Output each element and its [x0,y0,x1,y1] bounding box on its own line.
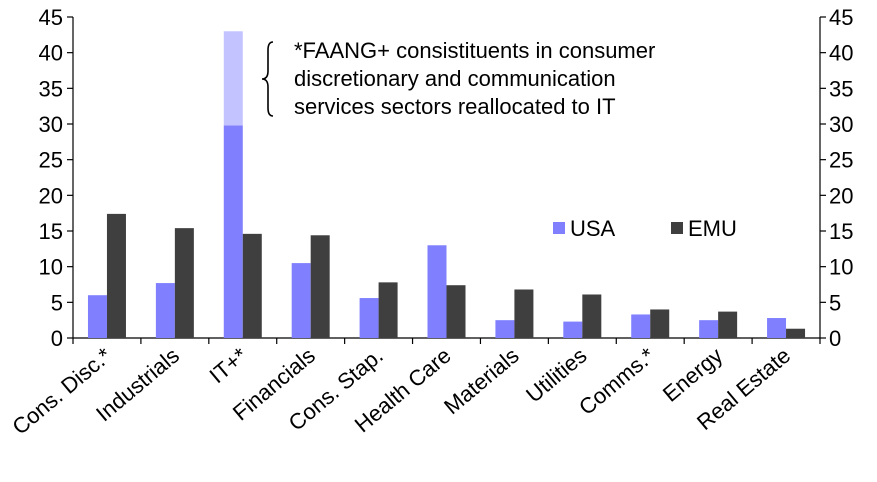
bar-emu [106,213,126,338]
y-tick-label-left: 30 [39,112,63,137]
legend-swatch [671,222,683,234]
bars [87,31,806,338]
y-tick-label-right: 40 [829,41,853,66]
category-label: Materials [439,343,523,420]
y-tick-label-left: 45 [39,5,63,30]
y-tick-label-right: 0 [829,326,841,351]
bar-emu [174,228,194,338]
y-tick-label-left: 0 [51,326,63,351]
bar-emu [582,294,602,338]
bar-usa [699,320,719,338]
y-tick-label-left: 20 [39,183,63,208]
y-tick-label-left: 15 [39,219,63,244]
y-tick-label-right: 15 [829,219,853,244]
bar-emu [514,289,534,338]
bar-usa [767,318,787,338]
annotation-line-2: discretionary and communication [294,66,616,91]
annotation: *FAANG+ consistituents in consumer discr… [261,38,655,119]
y-tick-label-right: 45 [829,5,853,30]
bar-usa [223,125,243,338]
annotation-line-1: *FAANG+ consistituents in consumer [294,38,655,63]
annotation-brace [261,41,274,117]
category-label: Cons. Disc.* [7,342,116,439]
bar-emu [718,311,738,338]
y-tick-label-right: 35 [829,76,853,101]
bar-usa [359,298,379,338]
bar-usa [155,283,175,338]
legend-swatch [553,222,565,234]
y-tick-label-left: 10 [39,255,63,280]
y-tick-label-left: 25 [39,148,63,173]
legend-label: USA [570,216,616,241]
y-tick-label-right: 5 [829,290,841,315]
bar-emu [650,309,670,338]
bar-emu [242,233,262,338]
bar-usa [87,295,107,338]
category-labels: Cons. Disc.*Industrials IT+*FinancialsCon… [7,342,795,439]
bar-emu [310,235,330,338]
y-tick-label-right: 25 [829,148,853,173]
bar-usa [563,321,583,338]
y-tick-label-right: 30 [829,112,853,137]
bar-usa [427,245,447,338]
bar-emu [786,328,806,338]
category-label: Comms.* [574,342,660,420]
legend: USA EMU [553,216,737,241]
y-tick-label-right: 20 [829,183,853,208]
bar-usa [495,320,515,338]
y-tick-label-left: 5 [51,290,63,315]
y-tick-label-left: 35 [39,76,63,101]
bar-usa-reallocated [223,31,243,126]
bar-usa [291,263,311,338]
axes: 0 0 5 5 10 10 15 15 20 20 25 25 30 30 35 35 40 40 45 45 [39,5,854,351]
bar-usa [631,314,651,338]
bar-emu [446,285,466,338]
annotation-line-3: services sectors reallocated to IT [294,94,616,119]
category-label: IT+* [205,342,253,388]
y-tick-label-left: 40 [39,41,63,66]
bar-emu [378,282,398,338]
legend-label: EMU [688,216,737,241]
y-tick-label-right: 10 [829,255,853,280]
